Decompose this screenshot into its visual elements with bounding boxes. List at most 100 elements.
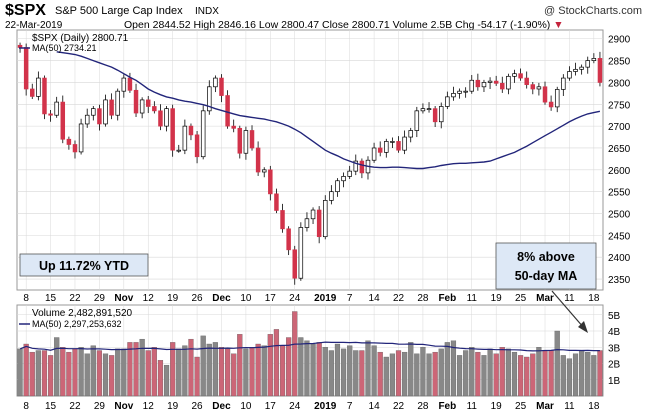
quote-date: 22-Mar-2019 [5,20,63,31]
volume-bar [212,342,218,397]
candle-down [548,101,554,108]
price-tick-label: 2850 [608,57,631,68]
candle-down [188,125,194,136]
candle-down [597,58,603,83]
price-x-tick-label: 7 [347,293,353,304]
volume-bar [90,345,96,397]
volume-bar [218,347,225,397]
volume-ma-line [19,341,600,352]
candle-up [573,68,578,72]
candle-up [426,108,432,111]
price-x-tick-label: 24 [289,293,301,304]
candle-up [481,82,487,88]
volume-bar [463,350,469,397]
volume-bar [249,347,255,397]
candle-down [158,110,163,127]
volume-x-tick-label: 17 [265,401,277,412]
volume-x-tick-label: 2019 [314,401,337,412]
candle-up [579,66,584,70]
volume-x-tick-label: 19 [167,401,179,412]
candle-down [30,88,35,97]
volume-bar [121,348,127,397]
candle-up [182,125,188,151]
price-tick-label: 2350 [608,275,631,286]
annotation-arrow-line [551,290,585,329]
price-tick-label: 2400 [608,253,631,264]
candle-up [243,130,249,154]
volume-bar [109,355,115,397]
volume-bar [176,348,182,397]
volume-bar [157,360,164,397]
price-x-tick-label: 15 [45,293,57,304]
candle-up [567,71,572,79]
volume-bar [96,350,102,397]
price-tick-label: 2900 [608,35,631,46]
candle-up [561,77,566,90]
volume-x-tick-label: 29 [94,401,106,412]
volume-bar [499,347,505,397]
volume-bar [359,350,365,397]
volume-x-tick-label: 15 [45,401,57,412]
price-x-tick-label: 28 [417,293,429,304]
volume-bar [139,338,145,397]
volume-bar [188,338,194,397]
volume-bar [47,355,54,397]
candle-up [78,123,84,153]
volume-bar [237,334,243,397]
ma-annotation-line2: 50-day MA [515,269,578,283]
candle-down [219,77,224,96]
volume-bar [200,335,206,397]
volume-bar [518,355,524,397]
price-x-tick-label: 10 [240,293,252,304]
chg-down-icon: ▼ [553,19,564,31]
candle-up [54,101,59,116]
volume-bar [389,353,395,397]
volume-value: 2.5B [430,19,453,31]
vol-ma-legend: MA(50) 2,297,253,632 [32,319,122,329]
volume-tick-label: 1B [608,376,621,387]
price-x-tick-label: 26 [192,293,204,304]
candle-up [323,200,328,238]
candle-up [329,191,334,201]
candle-down [17,44,23,48]
volume-bar [279,345,286,397]
candle-up [451,93,456,98]
price-tick-label: 2550 [608,188,631,199]
volume-x-tick-label: Nov [114,401,133,412]
volume-bar [432,351,438,397]
volume-bar [481,355,487,397]
price-x-tick-label: 22 [69,293,81,304]
volume-bar [35,350,41,397]
candle-up [469,79,475,92]
candle-up [310,209,316,220]
volume-plot-area [16,304,604,397]
candle-up [200,110,206,158]
candle-up [384,141,389,153]
volume-x-tick-label: 19 [491,401,503,412]
volume-bar [414,353,420,397]
candle-up [408,130,413,138]
ma-annotation-line1: 8% above [517,250,575,264]
price-x-tick-label: 2019 [314,293,337,304]
candle-down [280,210,285,230]
volume-bar [292,311,298,397]
volume-bar [554,330,560,397]
candle-down [249,130,255,149]
volume-bar [102,353,109,397]
volume-x-tick-label: 11 [467,401,478,412]
volume-bar [286,337,292,397]
candle-down [493,80,499,84]
volume-x-tick-label: Dec [212,401,231,412]
candle-up [261,169,267,173]
candle-up [335,180,340,193]
candle-up [164,108,169,127]
price-x-tick-label: 25 [515,293,527,304]
candle-down [316,209,322,238]
price-x-tick-label: 22 [393,293,405,304]
volume-bar [530,353,536,397]
candle-down [524,77,529,85]
candle-down [255,147,261,173]
candle-up [91,108,96,116]
volume-x-tick-label: 26 [192,401,204,412]
candle-up [213,77,218,88]
